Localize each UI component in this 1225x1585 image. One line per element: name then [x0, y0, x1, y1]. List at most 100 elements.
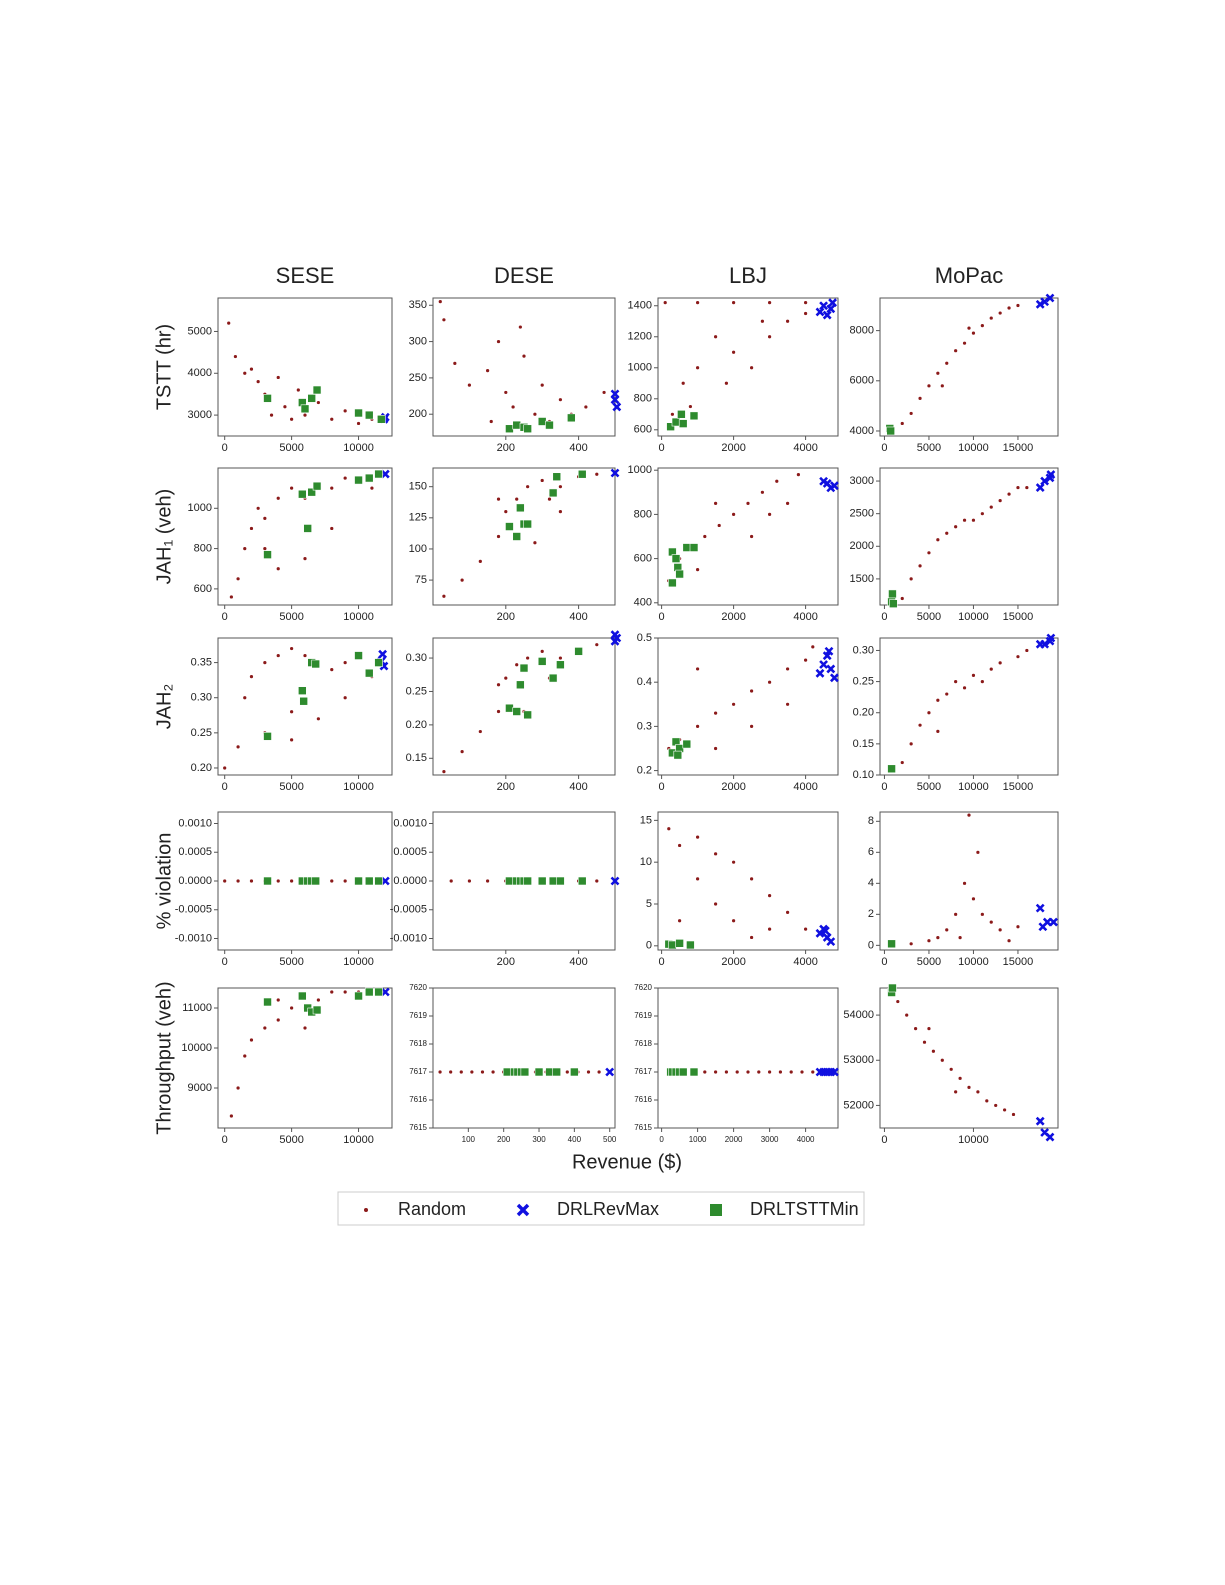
legend-marker	[516, 1203, 530, 1217]
y-tick-label: 0.0000	[393, 875, 427, 887]
x-tick-label: 10000	[958, 1134, 989, 1146]
x-tick-label: 1000	[689, 1135, 707, 1144]
random-point	[470, 1070, 474, 1074]
y-tick-label: 400	[634, 597, 652, 609]
column-title: SESE	[276, 263, 335, 288]
y-tick-label: 4	[868, 877, 874, 889]
random-point	[1016, 485, 1020, 490]
random-point	[1016, 303, 1020, 308]
tstt-min-point	[516, 680, 525, 690]
x-tick-label: 10000	[958, 956, 989, 968]
y-axis-label: Throughput (veh)	[153, 981, 175, 1134]
x-tick-label: 4000	[793, 956, 817, 968]
random-point	[256, 506, 260, 510]
tstt-min-point	[364, 410, 374, 420]
random-point	[696, 568, 700, 572]
y-axis-label: JAH₂	[153, 684, 175, 730]
tstt-min-point	[298, 686, 307, 695]
random-point	[459, 1070, 463, 1074]
y-tick-label: 200	[409, 408, 427, 420]
random-point	[688, 404, 693, 409]
y-tick-label: -0.0005	[175, 904, 212, 916]
random-point	[343, 879, 347, 883]
tstt-min-point	[263, 997, 272, 1007]
rev-max-point	[605, 1067, 615, 1077]
random-point	[998, 661, 1002, 665]
random-point	[263, 660, 267, 665]
random-point	[343, 476, 347, 480]
random-point	[971, 331, 976, 335]
random-point	[998, 499, 1002, 503]
random-point	[449, 879, 453, 883]
random-point	[663, 301, 667, 305]
y-tick-label: 6	[868, 846, 874, 858]
tstt-min-point	[523, 876, 532, 886]
x-tick-label: 400	[569, 442, 587, 454]
random-point	[936, 698, 940, 702]
y-tick-label: 6000	[850, 375, 874, 387]
random-point	[967, 1085, 971, 1089]
x-tick-label: 0	[222, 1134, 228, 1146]
rev-max-point	[829, 1067, 839, 1077]
y-tick-label: 0.20	[853, 707, 874, 719]
x-tick-label: 10000	[343, 1134, 374, 1146]
random-point	[343, 990, 347, 994]
y-tick-label: 7617	[409, 1067, 427, 1076]
random-point	[276, 496, 280, 500]
random-point	[789, 1070, 793, 1074]
x-tick-label: 200	[497, 956, 515, 968]
column-title: LBJ	[729, 263, 767, 288]
tstt-min-point	[682, 543, 692, 552]
random-point	[732, 919, 736, 923]
random-point	[768, 1070, 772, 1074]
tstt-min-point	[570, 1067, 579, 1077]
y-tick-label: 3000	[850, 475, 874, 487]
random-point	[283, 405, 287, 409]
tstt-min-point	[675, 939, 684, 948]
x-tick-label: 200	[497, 442, 515, 454]
random-point	[962, 686, 967, 690]
random-point	[243, 1054, 247, 1058]
random-point	[732, 512, 736, 517]
random-point	[900, 596, 904, 601]
tstt-min-point	[505, 876, 514, 886]
y-tick-label: 4000	[188, 367, 212, 379]
y-tick-label: 9000	[188, 1082, 212, 1094]
x-tick-label: 5000	[279, 781, 303, 793]
random-point	[927, 939, 931, 943]
random-point	[263, 1026, 267, 1030]
y-tick-label: 4000	[850, 425, 874, 437]
x-tick-label: 4000	[793, 442, 817, 454]
random-point	[316, 998, 320, 1002]
random-point	[768, 335, 772, 339]
random-point	[233, 354, 237, 359]
tstt-min-point	[354, 876, 363, 886]
tstt-min-point	[263, 550, 272, 559]
x-tick-label: 400	[569, 781, 587, 793]
random-point	[243, 546, 247, 551]
rev-max-point	[1035, 483, 1045, 492]
random-point	[496, 497, 501, 501]
random-point	[504, 390, 508, 395]
y-tick-label: 7619	[634, 1011, 652, 1020]
random-point	[998, 311, 1002, 315]
x-tick-label: 0	[881, 1134, 887, 1146]
rev-max-point	[612, 402, 622, 412]
plot-frame	[879, 467, 1059, 606]
random-point	[962, 518, 967, 522]
tstt-min-point	[574, 647, 583, 656]
random-point	[714, 711, 718, 715]
x-tick-label: 2000	[721, 781, 745, 793]
random-point	[804, 311, 808, 316]
random-point	[1016, 925, 1020, 929]
tstt-min-point	[307, 394, 316, 403]
random-point	[256, 380, 260, 384]
rev-max-point	[1045, 293, 1055, 303]
rev-max-point	[826, 664, 836, 674]
y-axis-label: % violation	[153, 833, 175, 930]
y-tick-label: -0.0010	[390, 932, 427, 944]
y-tick-label: 0.0005	[393, 846, 427, 858]
random-point	[249, 879, 254, 883]
random-point	[735, 1070, 739, 1074]
rev-max-point	[380, 987, 390, 997]
